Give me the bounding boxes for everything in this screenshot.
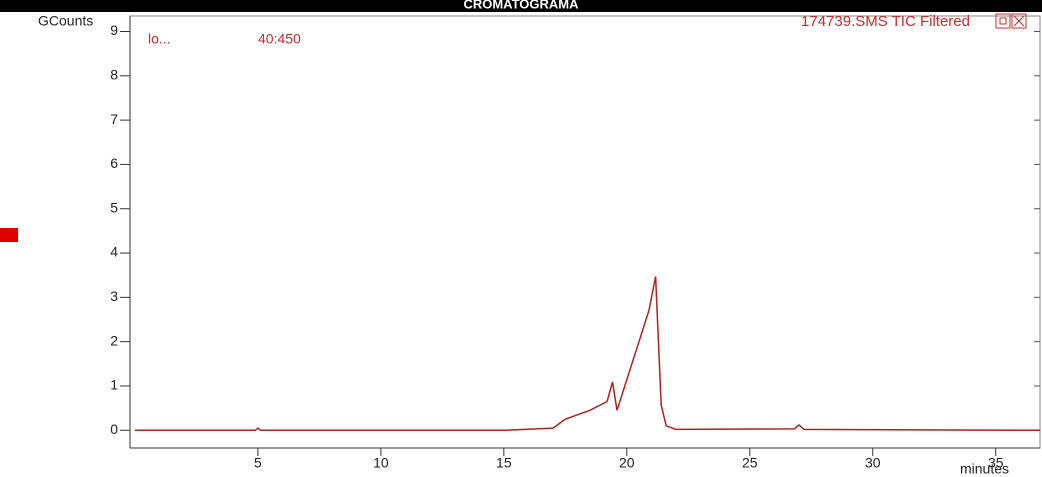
x-tick-label: 30: [865, 455, 881, 471]
close-button[interactable]: [1011, 13, 1027, 29]
x-tick-label: 20: [619, 455, 635, 471]
trace-label: 174739.SMS TIC Filtered: [801, 13, 970, 30]
ion-label: lo...: [148, 31, 171, 47]
y-tick-label: 0: [110, 421, 118, 437]
y-tick-label: 6: [110, 155, 118, 171]
title-bar: [0, 0, 1042, 12]
restore-button[interactable]: [995, 13, 1011, 29]
close-icon: [1013, 15, 1025, 27]
y-axis-label: GCounts: [38, 13, 93, 29]
y-tick-label: 3: [110, 288, 118, 304]
x-tick-label: 35: [988, 455, 1004, 471]
plot-frame: [129, 15, 1041, 449]
trace-line: [134, 276, 1041, 432]
y-tick-label: 9: [110, 22, 118, 38]
marker-box: [0, 228, 18, 242]
y-tick-label: 7: [110, 111, 118, 127]
y-tick-label: 2: [110, 332, 118, 348]
y-tick-label: 4: [110, 244, 118, 260]
x-tick-label: 5: [254, 455, 262, 471]
mass-range: 40:450: [258, 31, 301, 47]
x-tick-label: 10: [373, 455, 389, 471]
restore-icon: [999, 17, 1007, 25]
chart-title: CROMATOGRAMA: [463, 0, 579, 11]
x-axis-label: minutes: [960, 461, 1009, 477]
y-tick-label: 1: [110, 377, 118, 393]
x-tick-label: 15: [496, 455, 512, 471]
x-tick-label: 25: [742, 455, 758, 471]
y-tick-label: 8: [110, 67, 118, 83]
y-tick-label: 5: [110, 199, 118, 215]
